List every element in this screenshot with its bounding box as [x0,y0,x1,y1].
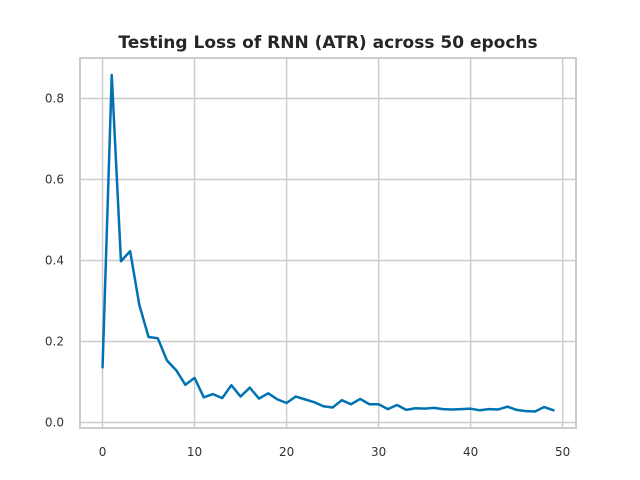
plot-background [80,58,576,428]
x-tick-label: 10 [187,445,202,459]
y-tick-labels: 0.0 0.2 0.4 0.6 0.8 [45,91,64,429]
chart-title: Testing Loss of RNN (ATR) across 50 epoc… [118,33,537,53]
x-tick-label: 0 [99,445,107,459]
series-group [101,73,555,413]
x-tick-labels: 0 10 20 30 40 50 [99,445,571,459]
x-tick-label: 40 [463,445,478,459]
y-tick-label: 0.8 [45,91,64,105]
grid-lines [80,58,576,428]
y-tick-label: 0.0 [45,415,64,429]
series-line [101,73,555,413]
y-tick-label: 0.2 [45,334,64,348]
x-tick-label: 30 [371,445,386,459]
x-tick-label: 50 [555,445,570,459]
x-tick-label: 20 [279,445,294,459]
plot-frame [79,57,577,429]
y-tick-label: 0.4 [45,253,64,267]
y-tick-label: 0.6 [45,172,64,186]
